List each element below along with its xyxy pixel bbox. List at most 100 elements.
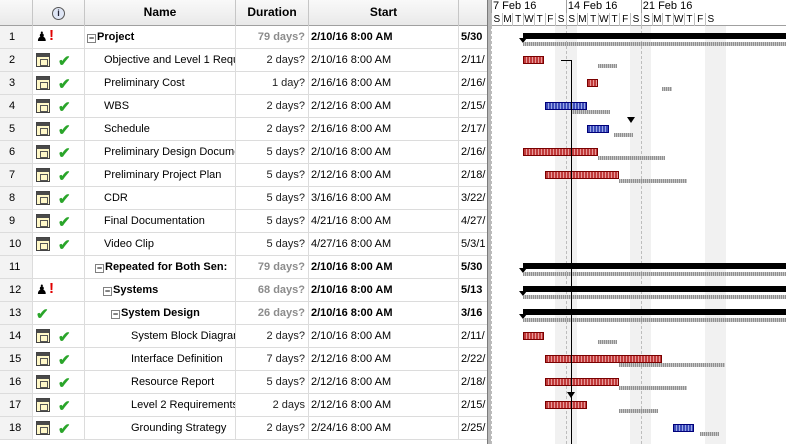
start-cell[interactable]: 4/21/16 8:00 AM: [309, 210, 459, 232]
row-id[interactable]: 3: [0, 72, 33, 94]
start-cell[interactable]: 2/10/16 8:00 AM: [309, 256, 459, 278]
finish-cell[interactable]: 2/11/: [461, 330, 485, 342]
finish-cell[interactable]: 2/18/: [461, 169, 486, 181]
finish-cell[interactable]: 3/16: [461, 307, 483, 319]
finish-cell[interactable]: 2/16/: [461, 146, 486, 158]
critical-task-bar[interactable]: [544, 401, 588, 409]
duration-cell[interactable]: 2 days?: [236, 49, 309, 71]
duration-cell[interactable]: 2 days: [236, 394, 309, 416]
critical-task-bar[interactable]: [523, 332, 545, 340]
table-row[interactable]: 15 ✔ Interface Definition 7 days? 2/12/16 8:…: [0, 348, 487, 371]
task-name[interactable]: WBS: [85, 95, 236, 117]
task-name[interactable]: Grounding Strategy: [85, 417, 236, 439]
summary-bar[interactable]: [519, 263, 786, 273]
table-row[interactable]: 13 ✔ − System Design 26 days? 2/10/16 8:00 AM…: [0, 302, 487, 325]
duration-cell[interactable]: 5 days?: [236, 187, 309, 209]
start-cell[interactable]: 2/10/16 8:00 AM: [309, 26, 459, 48]
collapse-toggle-icon[interactable]: −: [87, 33, 96, 43]
start-cell[interactable]: 2/12/16 8:00 AM: [309, 164, 459, 186]
row-id[interactable]: 5: [0, 118, 33, 140]
finish-cell[interactable]: 3/22/: [461, 192, 486, 204]
task-name[interactable]: CDR: [85, 187, 236, 209]
start-cell[interactable]: 2/10/16 8:00 AM: [309, 302, 459, 324]
start-cell[interactable]: 2/16/16 8:00 AM: [309, 72, 459, 94]
start-cell[interactable]: 2/10/16 8:00 AM: [309, 141, 459, 163]
name-column-header[interactable]: Name: [85, 0, 236, 26]
finish-cell[interactable]: 5/13: [461, 284, 483, 296]
row-id[interactable]: 17: [0, 394, 33, 416]
table-row[interactable]: 6 ✔ Preliminary Design Docume 5 days? 2/10/1…: [0, 141, 487, 164]
finish-cell[interactable]: 2/15/: [461, 399, 486, 411]
duration-cell[interactable]: 79 days?: [236, 26, 309, 48]
task-name[interactable]: Objective and Level 1 Requ: [85, 49, 236, 71]
table-row[interactable]: 11− Repeated for Both Sen: 79 days? 2/10/16…: [0, 256, 487, 279]
task-name[interactable]: − Repeated for Both Sen:: [85, 256, 236, 278]
start-column-header[interactable]: Start: [309, 0, 459, 26]
table-row[interactable]: 16 ✔ Resource Report 5 days? 2/12/16 8:00 AM…: [0, 371, 487, 394]
finish-cell[interactable]: 2/22/: [461, 353, 486, 365]
task-name[interactable]: Preliminary Project Plan: [85, 164, 236, 186]
row-id[interactable]: 16: [0, 371, 33, 393]
finish-cell[interactable]: 5/30: [461, 31, 483, 43]
finish-cell[interactable]: 2/17/: [461, 123, 486, 135]
duration-cell[interactable]: 7 days?: [236, 348, 309, 370]
row-id[interactable]: 15: [0, 348, 33, 370]
row-id[interactable]: 1: [0, 26, 33, 48]
critical-task-bar[interactable]: [544, 378, 620, 386]
row-id[interactable]: 2: [0, 49, 33, 71]
duration-cell[interactable]: 2 days?: [236, 95, 309, 117]
collapse-toggle-icon[interactable]: −: [95, 263, 104, 273]
task-name[interactable]: − System Design: [85, 302, 236, 324]
start-cell[interactable]: 2/24/16 8:00 AM: [309, 417, 459, 439]
table-row[interactable]: 1 ♟! − Project 79 days? 2/10/16 8:00 AM 5/30: [0, 26, 487, 49]
duration-cell[interactable]: 5 days?: [236, 371, 309, 393]
start-cell[interactable]: 2/10/16 8:00 AM: [309, 279, 459, 301]
summary-bar[interactable]: [519, 309, 786, 319]
finish-cell[interactable]: 2/18/: [461, 376, 486, 388]
finish-cell[interactable]: 4/27/: [461, 215, 486, 227]
duration-cell[interactable]: 1 day?: [236, 72, 309, 94]
select-all-corner[interactable]: [0, 0, 33, 26]
row-id[interactable]: 10: [0, 233, 33, 255]
table-row[interactable]: 3 ✔ Preliminary Cost 1 day? 2/16/16 8:00 AM 2…: [0, 72, 487, 95]
task-name[interactable]: System Block Diagram: [85, 325, 236, 347]
summary-bar[interactable]: [519, 286, 786, 296]
duration-cell[interactable]: 68 days?: [236, 279, 309, 301]
table-row[interactable]: 2 ✔ Objective and Level 1 Requ 2 days? 2/10/…: [0, 49, 487, 72]
start-cell[interactable]: 2/10/16 8:00 AM: [309, 49, 459, 71]
start-cell[interactable]: 2/12/16 8:00 AM: [309, 394, 459, 416]
start-cell[interactable]: 2/12/16 8:00 AM: [309, 95, 459, 117]
critical-task-bar[interactable]: [523, 56, 545, 64]
duration-cell[interactable]: 26 days?: [236, 302, 309, 324]
task-name[interactable]: Final Documentation: [85, 210, 236, 232]
task-name[interactable]: Schedule: [85, 118, 236, 140]
finish-cell[interactable]: 2/25/: [461, 422, 486, 434]
task-name[interactable]: Preliminary Design Docume: [85, 141, 236, 163]
task-name[interactable]: Level 2 Requirements: [85, 394, 236, 416]
table-row[interactable]: 14 ✔ System Block Diagram 2 days? 2/10/16 8:…: [0, 325, 487, 348]
task-bar[interactable]: [672, 424, 695, 432]
row-id[interactable]: 6: [0, 141, 33, 163]
start-cell[interactable]: 2/10/16 8:00 AM: [309, 325, 459, 347]
duration-cell[interactable]: 2 days?: [236, 417, 309, 439]
finish-cell[interactable]: 5/3/1: [461, 238, 486, 250]
task-name[interactable]: − Project: [85, 26, 236, 48]
table-row[interactable]: 8 ✔ CDR 5 days? 3/16/16 8:00 AM 3/22/: [0, 187, 487, 210]
pane-splitter[interactable]: [487, 0, 491, 444]
row-id[interactable]: 8: [0, 187, 33, 209]
indicators-column-header[interactable]: i: [33, 0, 85, 26]
task-name[interactable]: Video Clip: [85, 233, 236, 255]
row-id[interactable]: 9: [0, 210, 33, 232]
collapse-toggle-icon[interactable]: −: [111, 309, 120, 319]
duration-cell[interactable]: 79 days?: [236, 256, 309, 278]
critical-task-bar[interactable]: [587, 79, 598, 87]
table-row[interactable]: 9 ✔ Final Documentation 5 days? 4/21/16 8:00…: [0, 210, 487, 233]
duration-cell[interactable]: 5 days?: [236, 210, 309, 232]
finish-cell[interactable]: 2/16/: [461, 77, 486, 89]
duration-cell[interactable]: 2 days?: [236, 118, 309, 140]
row-id[interactable]: 18: [0, 417, 33, 439]
critical-task-bar[interactable]: [523, 148, 598, 156]
start-cell[interactable]: 2/12/16 8:00 AM: [309, 371, 459, 393]
start-cell[interactable]: 4/27/16 8:00 AM: [309, 233, 459, 255]
table-row[interactable]: 12 ♟! − Systems 68 days? 2/10/16 8:00 AM 5/13: [0, 279, 487, 302]
